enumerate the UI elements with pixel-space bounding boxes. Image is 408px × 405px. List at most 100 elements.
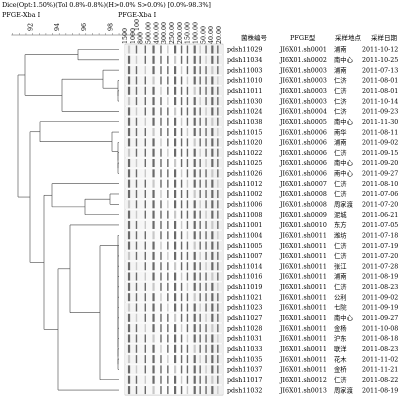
gel-lane: [125, 179, 223, 189]
strain-id: pdsh11029: [227, 47, 262, 54]
sample-site: 花木: [334, 354, 347, 363]
sample-date: 2011-07-20: [362, 253, 398, 260]
sample-site: 张江: [334, 261, 347, 270]
sample-date: 2011-07-18: [362, 232, 398, 239]
similarity-tick-label: 92: [28, 23, 35, 31]
pfge-type: JI6X01.sh0013: [279, 387, 327, 394]
gel-lane: [125, 241, 223, 251]
gel-lane: [125, 158, 223, 168]
gel-lane: [125, 199, 223, 209]
sample-date: 2011-11-21: [362, 367, 398, 374]
gel-lane: [125, 168, 223, 178]
gel-lane: [125, 333, 223, 343]
pfge-type: JI6X01.sh0011: [279, 367, 327, 374]
dendrogram-title: PFGE-Xba I: [2, 11, 41, 19]
gel-lane: [125, 137, 223, 147]
table-row: pdsh11014 JI6X01.sh0011 张江 2011-07-28: [227, 261, 398, 270]
sample-date: 2011-09-20: [362, 160, 398, 167]
table-row: pdsh11002 JI6X01.sh0008 仁济 2011-07-06: [227, 189, 398, 198]
sample-date: 2011-10-12: [362, 47, 398, 54]
table-row: pdsh11022 JI6X01.sh0006 仁济 2011-09-15: [227, 148, 398, 157]
strain-id: pdsh11027: [227, 315, 262, 322]
strain-id: pdsh11021: [227, 294, 262, 301]
dendrogram: [17, 49, 119, 391]
strain-id: pdsh11028: [227, 325, 262, 332]
sample-site: 联洋: [334, 344, 347, 353]
gel-lane: [125, 282, 223, 292]
table-header: 菌株编号 PFGE型 采样地点 采样日期: [241, 33, 398, 42]
gel-lane: [125, 220, 223, 230]
sample-site: 潍坊: [334, 230, 347, 239]
sample-date: 2011-07-28: [362, 263, 398, 270]
gel-lanes: [124, 43, 224, 396]
pfge-type: JI6X01.sh0010: [279, 222, 327, 229]
sample-date: 2011-10-25: [362, 57, 398, 64]
sample-site: 南中心: [334, 313, 354, 322]
gel-lane: [125, 354, 223, 364]
table-row: pdsh11026 JI6X01.sh0006 南中心 2011-09-27: [227, 169, 398, 178]
sample-site: 浦南: [334, 138, 347, 147]
sample-site: 南华: [334, 127, 347, 136]
size-marker: 300.00: [161, 22, 168, 44]
strain-id: pdsh11024: [227, 109, 262, 116]
sample-site: 金桥: [334, 365, 347, 374]
table-row: pdsh11011 JI6X01.sh0003 仁济 2011-08-01: [227, 86, 398, 95]
pfge-type: JI6X01.sh0003: [279, 98, 327, 105]
header-date: 采样日期: [371, 33, 398, 42]
gel-title: PFGE-Xba I: [118, 11, 157, 19]
similarity-tick-label: 94: [54, 23, 61, 31]
gel-lane: [125, 127, 223, 137]
table-row: pdsh11006 JI6X01.sh0008 周家渡 2011-07-20: [227, 200, 398, 209]
table-row: pdsh11004 JI6X01.sh0011 潍坊 2011-07-18: [227, 230, 398, 239]
pfge-type: JI6X01.sh0011: [279, 305, 327, 312]
size-marker: 500.00: [146, 22, 153, 44]
gel-lane: [125, 375, 223, 385]
sample-date: 2011-08-10: [362, 181, 398, 188]
pfge-type: JI6X01.sh0007: [279, 181, 327, 188]
strain-id: pdsh11016: [227, 274, 262, 281]
gel-lane: [125, 96, 223, 106]
pfge-type: JI6X01.sh0011: [279, 232, 327, 239]
gel-lane: [125, 385, 223, 395]
sample-date: 2011-06-21: [362, 212, 398, 219]
gel-lane: [125, 251, 223, 261]
pfge-type: JI6X01.sh0006: [279, 171, 327, 178]
table-row: pdsh11021 JI6X01.sh0011 公利 2011-09-02: [227, 292, 398, 301]
sample-site: 浦南: [334, 65, 347, 74]
gel-lane: [125, 344, 223, 354]
sample-date: 2011-09-15: [362, 150, 398, 157]
sample-site: 仁济: [334, 107, 347, 116]
strain-id: pdsh11019: [227, 284, 262, 291]
gel-lane: [125, 148, 223, 158]
strain-id: pdsh11015: [227, 129, 262, 136]
size-marker-labels: 1500 1000 800 500.00 400.00 300.00 250.00 200.0…: [122, 22, 223, 44]
strain-id: pdsh11038: [227, 119, 262, 126]
pfge-type: JI6X01.sh0011: [279, 284, 327, 291]
pfge-type: JI6X01.sh0006: [279, 140, 327, 147]
sample-date: 2011-07-13: [362, 67, 398, 74]
size-marker: 50.00: [200, 26, 207, 44]
analysis-settings: Dice(Opt:1.50%)(Tol 0.8%-0.8%)(H>0.0% S>…: [2, 1, 211, 9]
gel-lane: [125, 189, 223, 199]
gel-lane: [125, 292, 223, 302]
similarity-axis: 92 94 96 98 100: [11, 19, 141, 36]
strain-id: pdsh11035: [227, 356, 262, 363]
strain-id: pdsh11014: [227, 263, 262, 270]
gel-lane: [125, 55, 223, 65]
table-row: pdsh11035 JI6X01.sh0011 花木 2011-11-02: [227, 354, 398, 363]
sample-site: 仁济: [334, 86, 347, 95]
size-marker: 40.00: [208, 26, 215, 44]
sample-site: 仁济: [334, 96, 347, 105]
sample-date: 2011-08-23: [362, 284, 398, 291]
strain-id: pdsh11034: [227, 57, 262, 64]
pfge-type: JI6X01.sh0003: [279, 67, 327, 74]
pfge-type: JI6X01.sh0011: [279, 253, 327, 260]
sample-site: 公利: [334, 292, 347, 301]
sample-site: 南中心: [334, 117, 354, 126]
pfge-type: JI6X01.sh0011: [279, 274, 327, 281]
pfge-type: JI6X01.sh0003: [279, 88, 327, 95]
sample-site: 七院: [334, 303, 347, 312]
table-row: pdsh11019 JI6X01.sh0011 仁济 2011-08-23: [227, 282, 398, 291]
similarity-tick-label: 100: [134, 19, 141, 31]
